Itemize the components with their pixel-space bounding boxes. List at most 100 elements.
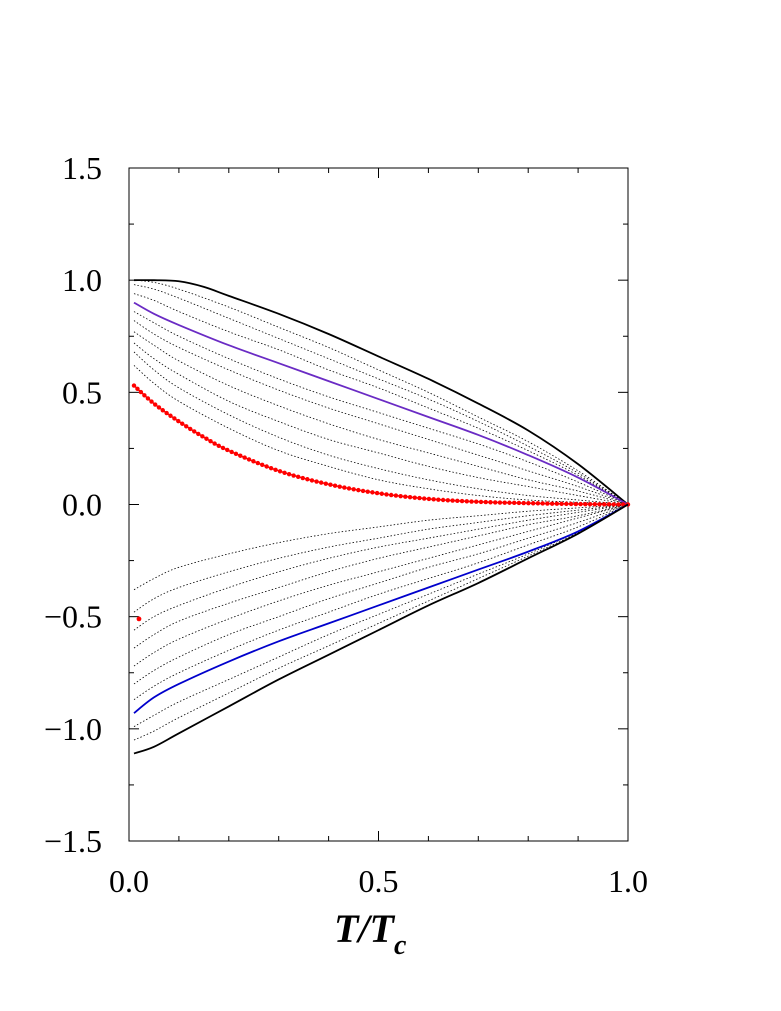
series-marker-2	[328, 482, 333, 487]
series-line-8	[133, 293, 629, 505]
series-line-4	[133, 503, 629, 714]
series-marker-2	[512, 500, 517, 506]
series-marker-2	[568, 501, 574, 507]
series-marker-2	[384, 492, 389, 497]
y-tick-label: 0.5	[62, 374, 102, 410]
series-marker-2	[516, 500, 522, 506]
series-marker-2	[300, 475, 305, 481]
x-axis-title-main: T/T	[334, 906, 396, 951]
series-marker-2	[220, 445, 226, 451]
series-layer	[131, 279, 631, 755]
series-marker-2	[138, 389, 144, 395]
series-marker-2	[149, 399, 154, 404]
x-axis-title-subscript: c	[394, 930, 407, 961]
series-marker-2	[606, 502, 612, 507]
series-marker-2	[260, 462, 265, 467]
series-marker-2	[164, 410, 169, 416]
series-marker-2	[172, 416, 177, 421]
series-marker-2	[188, 426, 193, 432]
y-tick-label: 0.0	[62, 487, 102, 523]
series-marker-2	[176, 418, 181, 424]
series-marker-2	[246, 457, 252, 462]
series-marker-2	[200, 434, 205, 439]
series-marker-2	[168, 413, 173, 418]
series-marker-2	[403, 494, 408, 499]
series-marker-2	[242, 455, 247, 460]
series-marker-2	[180, 421, 185, 426]
series-marker-2	[530, 501, 536, 506]
series-marker-2	[488, 500, 493, 505]
series-marker-2	[407, 494, 413, 500]
series-marker-2	[521, 500, 526, 506]
series-marker-2	[502, 500, 507, 505]
x-tick-label: 0.5	[359, 863, 399, 899]
series-marker-2	[337, 484, 342, 489]
series-line-17	[133, 504, 629, 631]
series-marker-3	[136, 616, 142, 622]
series-marker-2	[549, 501, 555, 506]
series-marker-2	[540, 501, 545, 506]
series-line-14	[133, 365, 629, 505]
series-marker-2	[153, 402, 158, 407]
series-line-12	[133, 342, 629, 505]
series-marker-2	[291, 473, 296, 478]
series-line-1	[133, 301, 629, 506]
series-line-23	[133, 504, 629, 741]
series-marker-2	[323, 481, 329, 486]
y-ticks: −1.5 −1.0 −0.5 0.0 0.5 1.0 1.5	[44, 150, 628, 859]
series-marker-2	[493, 500, 498, 505]
series-marker-2	[426, 496, 432, 502]
series-marker-2	[332, 483, 338, 488]
series-line-18	[133, 504, 629, 649]
series-marker-2	[564, 501, 569, 507]
series-marker-2	[156, 405, 162, 410]
series-marker-2	[365, 489, 370, 494]
series-marker-2	[282, 470, 287, 475]
series-marker-2	[587, 501, 593, 507]
series-marker-2	[314, 479, 319, 484]
y-tick-label: −1.0	[44, 711, 102, 747]
series-line-0	[133, 279, 629, 506]
x-tick-label: 1.0	[608, 863, 648, 899]
series-marker-2	[422, 496, 427, 501]
series-marker-2	[184, 424, 189, 429]
series-marker-2	[318, 480, 324, 485]
series-marker-2	[212, 441, 217, 446]
series-marker-2	[374, 490, 380, 496]
series-marker-2	[238, 453, 243, 458]
series-marker-2	[273, 467, 278, 472]
series-marker-2	[507, 500, 512, 505]
series-marker-2	[611, 502, 616, 507]
series-marker-2	[342, 485, 347, 490]
series-line-20	[133, 504, 629, 685]
series-marker-2	[559, 501, 564, 506]
series-marker-2	[393, 493, 399, 498]
series-marker-2	[233, 451, 239, 457]
series-marker-2	[360, 488, 366, 494]
series-marker-2	[196, 431, 201, 437]
series-marker-2	[573, 501, 579, 507]
x-axis-title: T/Tc	[334, 906, 407, 961]
series-marker-2	[597, 502, 602, 507]
series-marker-2	[277, 469, 283, 474]
y-tick-label: −0.5	[44, 599, 102, 635]
series-line-13	[133, 351, 629, 505]
series-line-6	[133, 279, 629, 505]
series-marker-2	[305, 477, 310, 482]
series-marker-2	[554, 501, 560, 506]
series-marker-2	[225, 447, 230, 453]
series-marker-2	[535, 501, 541, 506]
series-line-9	[133, 311, 629, 505]
series-line-11	[133, 331, 629, 505]
series-marker-2	[602, 502, 607, 507]
series-marker-2	[616, 502, 621, 507]
series-marker-2	[526, 500, 531, 506]
series-marker-2	[145, 396, 151, 401]
series-marker-2	[208, 438, 213, 444]
series-marker-2	[379, 491, 384, 496]
series-marker-2	[142, 393, 147, 398]
series-line-7	[133, 284, 629, 505]
series-marker-2	[483, 499, 488, 505]
series-marker-2	[497, 500, 503, 505]
